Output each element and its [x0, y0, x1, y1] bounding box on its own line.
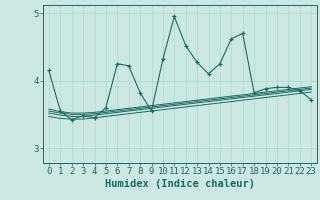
- X-axis label: Humidex (Indice chaleur): Humidex (Indice chaleur): [105, 179, 255, 189]
